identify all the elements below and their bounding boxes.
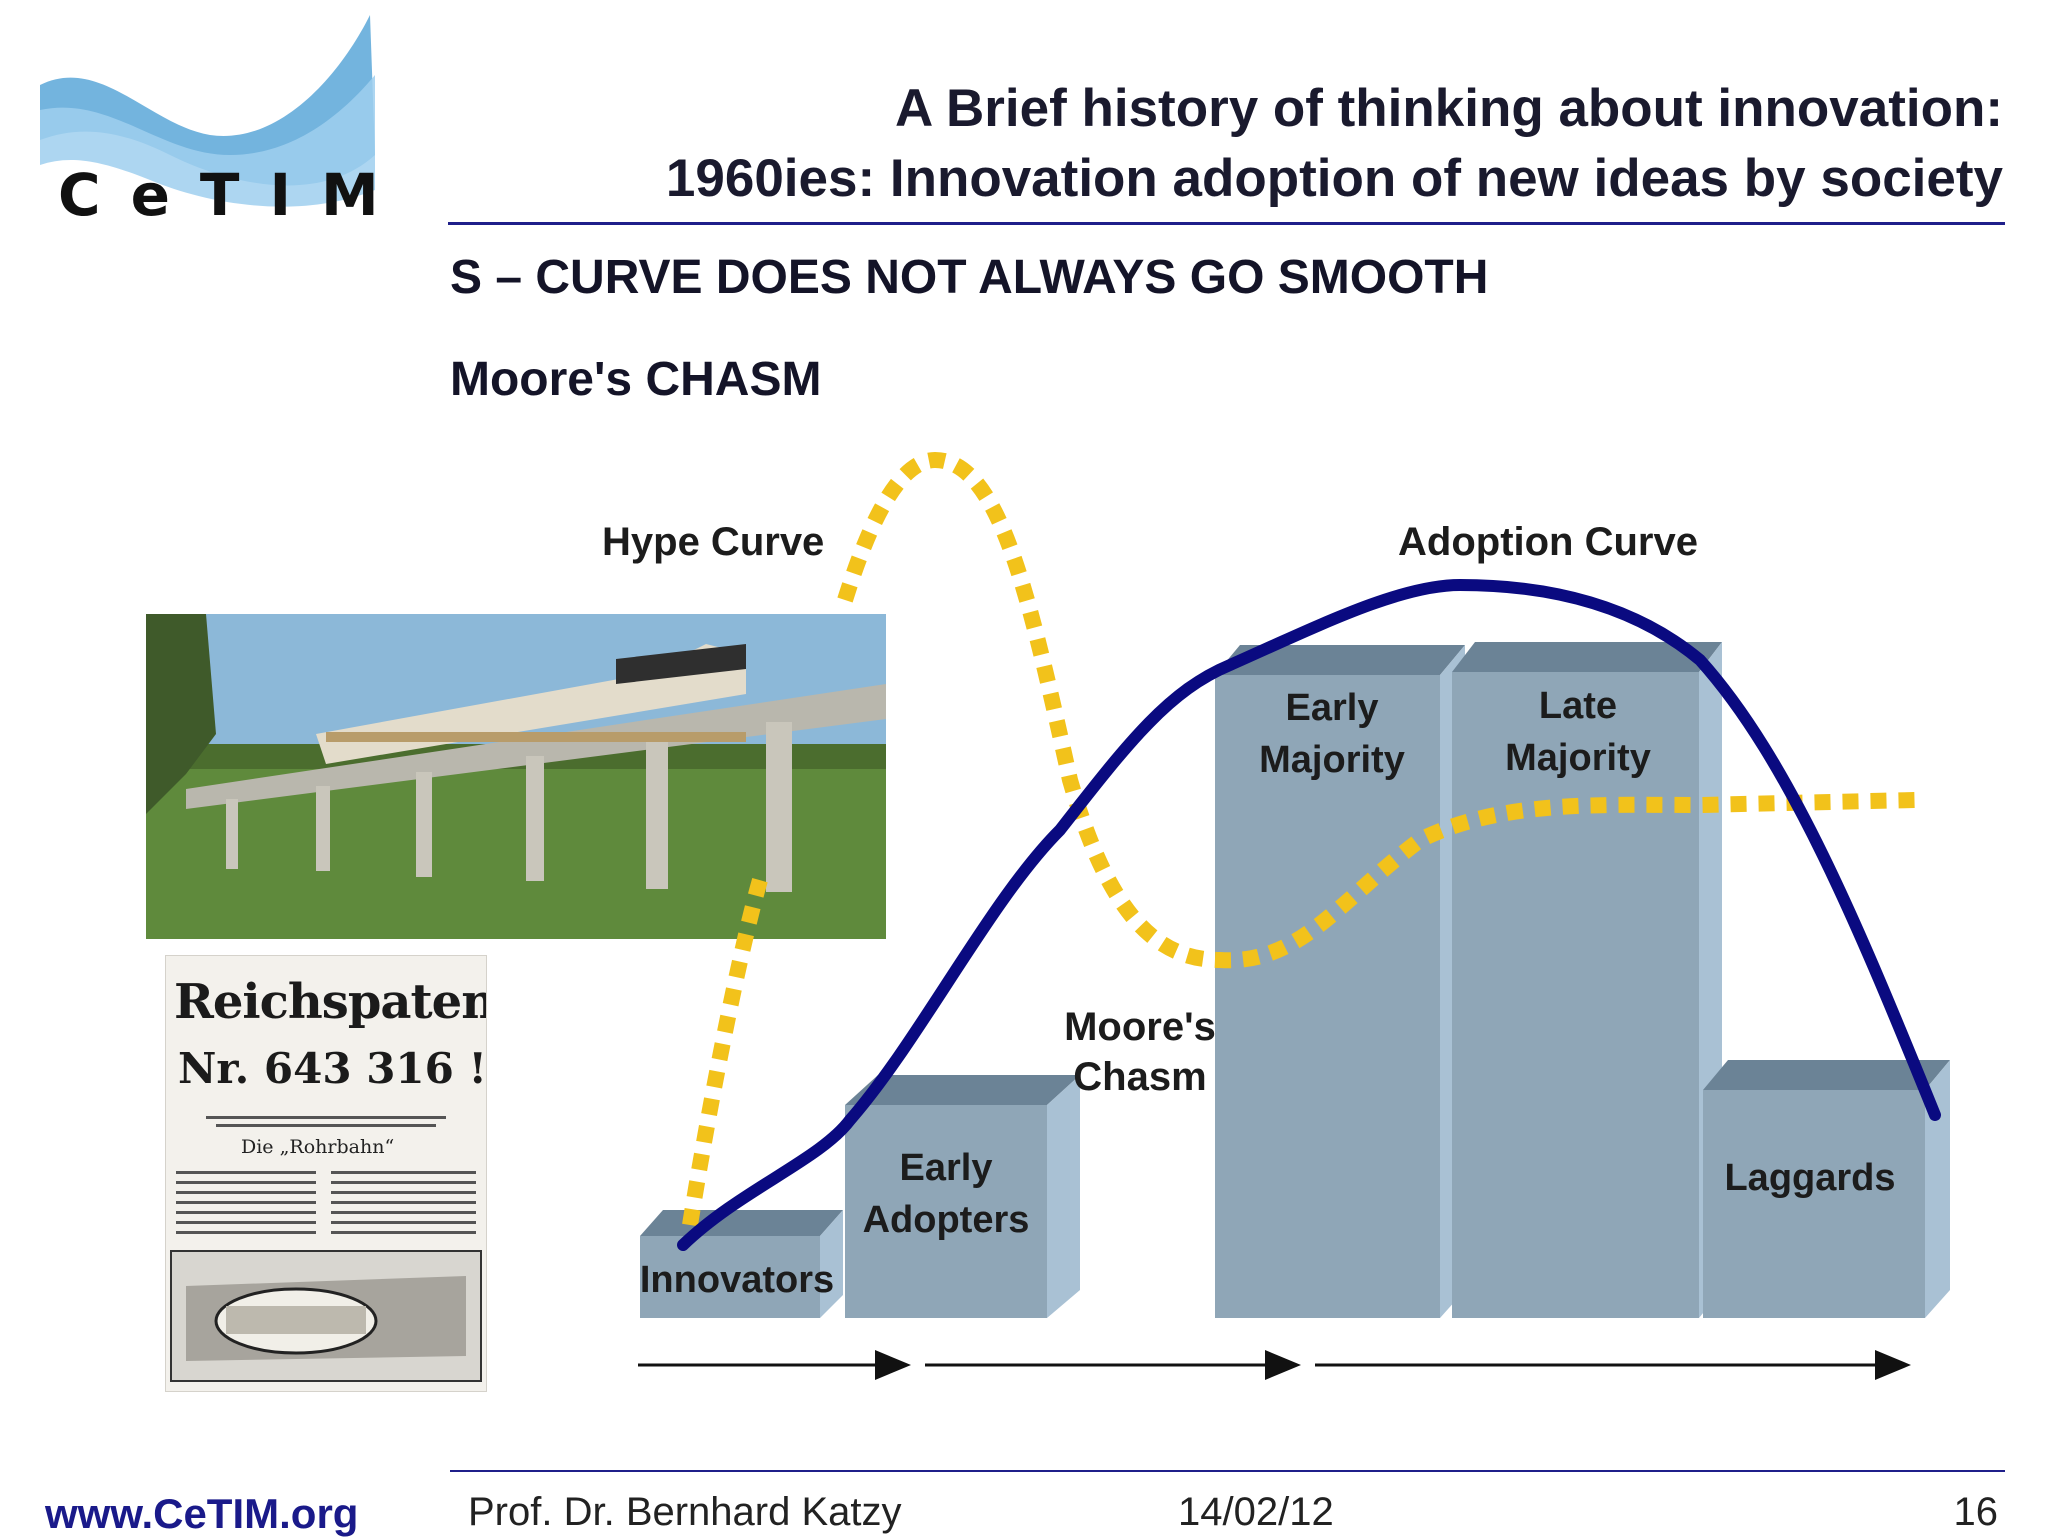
chasm-label-line1: Moore's bbox=[1064, 1005, 1216, 1049]
patent-subtitle: Die „Rohrbahn“ bbox=[241, 1136, 395, 1158]
segment-label-late-majority-1: Late bbox=[1539, 685, 1617, 727]
chasm-label-line2: Chasm bbox=[1073, 1055, 1206, 1099]
footer-page-number: 16 bbox=[1953, 1490, 1999, 1534]
adoption-curve-label: Adoption Curve bbox=[1398, 520, 1698, 564]
hype-curve bbox=[682, 451, 1916, 1227]
bar-early-adopters bbox=[845, 1075, 1080, 1318]
newspaper-text-lines bbox=[170, 1116, 482, 1382]
patent-title: Reichspatent bbox=[174, 974, 487, 1030]
bar-innovators bbox=[640, 1210, 843, 1318]
footer-author: Prof. Dr. Bernhard Katzy bbox=[468, 1490, 902, 1534]
segment-label-early-adopters-1: Early bbox=[900, 1147, 993, 1189]
maglev-photo bbox=[146, 614, 886, 939]
footer-url[interactable]: www.CeTIM.org bbox=[45, 1490, 359, 1537]
segment-label-early-adopters-2: Adopters bbox=[863, 1199, 1030, 1241]
patent-newspaper-clipping: Reichspatent Nr. 643 316 ! Die „Rohrbahn… bbox=[165, 955, 487, 1392]
cetim-logo: CeTIM bbox=[40, 15, 409, 229]
svg-text:CeTIM: CeTIM bbox=[58, 161, 409, 229]
footer-divider bbox=[450, 1470, 2005, 1472]
adoption-curve bbox=[677, 578, 1941, 1251]
bar-laggards bbox=[1703, 1060, 1950, 1318]
section-heading: S – CURVE DOES NOT ALWAYS GO SMOOTH bbox=[450, 251, 1489, 304]
hype-curve-label: Hype Curve bbox=[602, 520, 824, 564]
segment-label-innovators: Innovators bbox=[640, 1259, 834, 1301]
section-subheading: Moore's CHASM bbox=[450, 353, 822, 406]
footer-date: 14/02/12 bbox=[1178, 1490, 1334, 1534]
title-divider bbox=[448, 222, 2005, 225]
segment-label-laggards: Laggards bbox=[1724, 1157, 1895, 1199]
title-line-1: A Brief history of thinking about innova… bbox=[894, 79, 2003, 138]
patent-number: Nr. 643 316 ! bbox=[178, 1044, 487, 1093]
segment-label-early-majority-2: Majority bbox=[1259, 739, 1405, 781]
segment-label-early-majority-1: Early bbox=[1286, 687, 1379, 729]
bar-late-majority bbox=[1452, 642, 1722, 1318]
segment-label-late-majority-2: Majority bbox=[1505, 737, 1651, 779]
title-line-2: 1960ies: Innovation adoption of new idea… bbox=[665, 149, 2003, 208]
